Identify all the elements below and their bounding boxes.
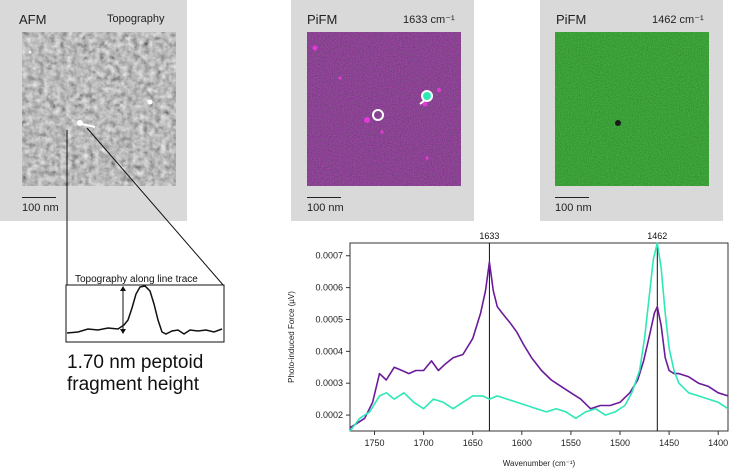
pifm-1462-title: PiFM: [556, 12, 587, 27]
x-tick-label: 1750: [365, 438, 385, 448]
x-axis-label: Wavenumber (cm⁻¹): [503, 459, 576, 468]
x-tick-label: 1500: [610, 438, 630, 448]
pifm-1633-scale-label: 100 nm: [307, 202, 344, 214]
series-line-1: [349, 242, 729, 432]
pifm-filled-marker: [421, 90, 433, 102]
spectrum-chart: 0.0002 0.0003 0.0004 0.0005 0.0006 0.0007 1750…: [287, 231, 729, 468]
caption-line-2: fragment height: [67, 374, 200, 395]
inset-profile: [66, 285, 223, 335]
annotation-label: 1462: [647, 231, 667, 241]
y-axis-label: Photo-induced Force (µV): [287, 291, 296, 383]
x-tick-label: 1700: [414, 438, 434, 448]
pifm-1633-subtitle: 1633 cm⁻¹: [403, 14, 455, 26]
pifm-1633-panel: PiFM 1633 cm⁻¹ 100 nm: [291, 0, 474, 221]
x-tick-label: 1550: [561, 438, 581, 448]
y-tick-label: 0.0006: [315, 283, 343, 293]
y-tick-label: 0.0004: [315, 346, 343, 356]
afm-panel: AFM Topography 100 nm: [0, 0, 187, 221]
afm-panel-title: AFM: [19, 12, 47, 27]
afm-topography-image: [22, 32, 176, 186]
x-tick-label: 1650: [463, 438, 483, 448]
pifm-1462-subtitle: 1462 cm⁻¹: [652, 14, 704, 26]
plot-frame: [349, 242, 729, 432]
series-line-0: [349, 261, 729, 429]
x-tick-label: 1600: [512, 438, 532, 448]
inset-title: Topography along line trace: [75, 274, 198, 285]
pifm-1462-image: [555, 32, 709, 186]
y-tick-label: 0.0005: [315, 314, 343, 324]
pifm-1462-panel: PiFM 1462 cm⁻¹ 100 nm: [540, 0, 723, 221]
afm-line-trace: [76, 122, 96, 128]
y-tick-label: 0.0002: [315, 410, 343, 420]
inset-frame: [65, 284, 225, 343]
y-tick-label: 0.0007: [315, 251, 343, 261]
afm-scale-bar: [22, 197, 56, 198]
afm-panel-subtitle: Topography: [107, 13, 165, 25]
pifm-1462-scale-label: 100 nm: [555, 202, 592, 214]
y-tick-label: 0.0003: [315, 378, 343, 388]
annotation-label: 1633: [479, 231, 499, 241]
pifm-hollow-marker: [372, 109, 384, 121]
pifm-1462-scale-bar: [555, 197, 589, 198]
figure-caption: 1.70 nm peptoid fragment height: [67, 352, 203, 396]
pifm-1633-title: PiFM: [307, 12, 338, 27]
caption-line-1: 1.70 nm peptoid: [67, 352, 204, 373]
pifm-1633-image: [307, 32, 461, 186]
afm-scale-label: 100 nm: [22, 202, 59, 214]
x-tick-label: 1400: [708, 438, 728, 448]
pifm-1633-scale-bar: [307, 197, 341, 198]
x-tick-label: 1450: [659, 438, 679, 448]
